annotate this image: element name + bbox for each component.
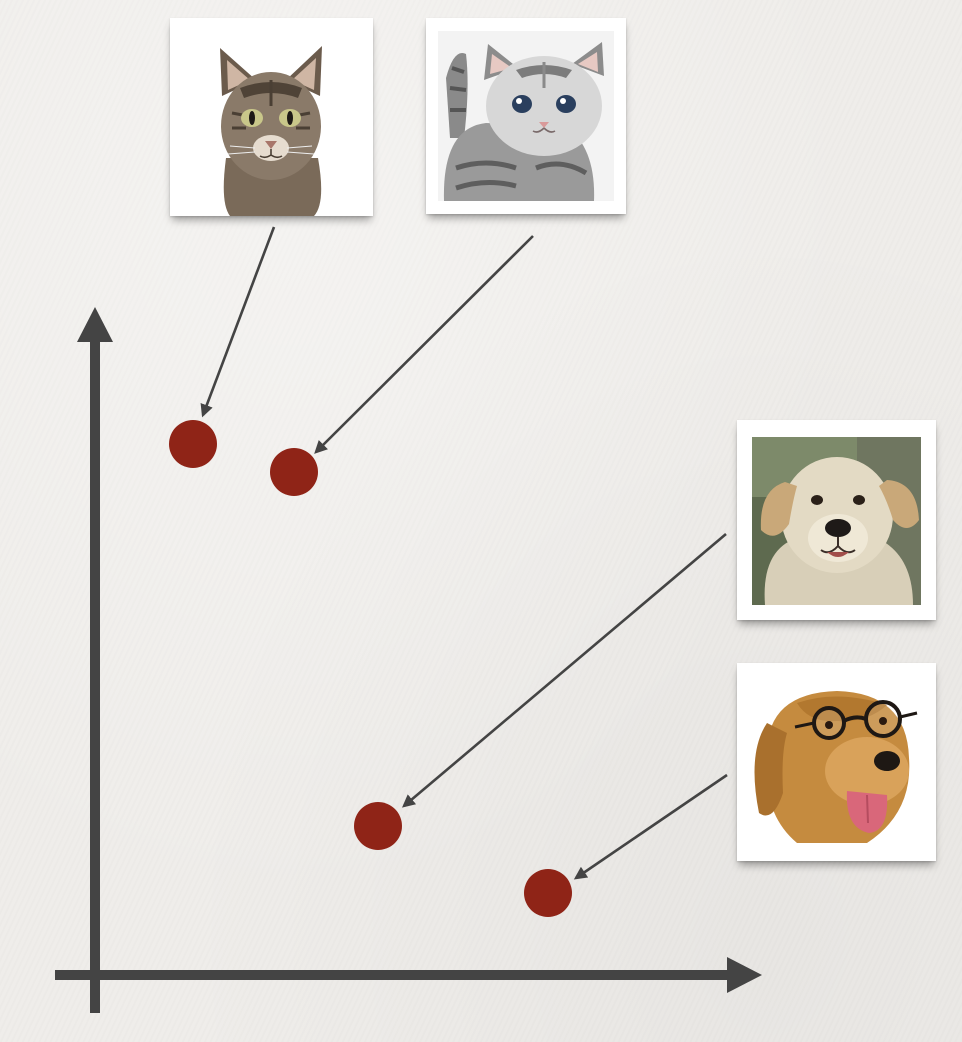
tabby-cat-photo (170, 18, 373, 216)
point-cat-tabby (169, 420, 217, 468)
point-dog-golden (524, 869, 572, 917)
x-axis-arrowhead (727, 957, 762, 993)
point-dog-puppy (354, 802, 402, 850)
connector-arrow-dog-puppy (402, 533, 727, 808)
connector-arrow-cat-kitten (314, 235, 534, 454)
connector-arrow-cat-tabby (200, 226, 276, 418)
gray-kitten-photo (426, 18, 626, 214)
point-cat-kitten (270, 448, 318, 496)
connector-arrow-dog-golden (573, 773, 728, 880)
labrador-puppy-photo (737, 420, 936, 620)
y-axis-arrowhead (77, 307, 113, 342)
golden-retriever-glasses-photo (737, 663, 936, 861)
